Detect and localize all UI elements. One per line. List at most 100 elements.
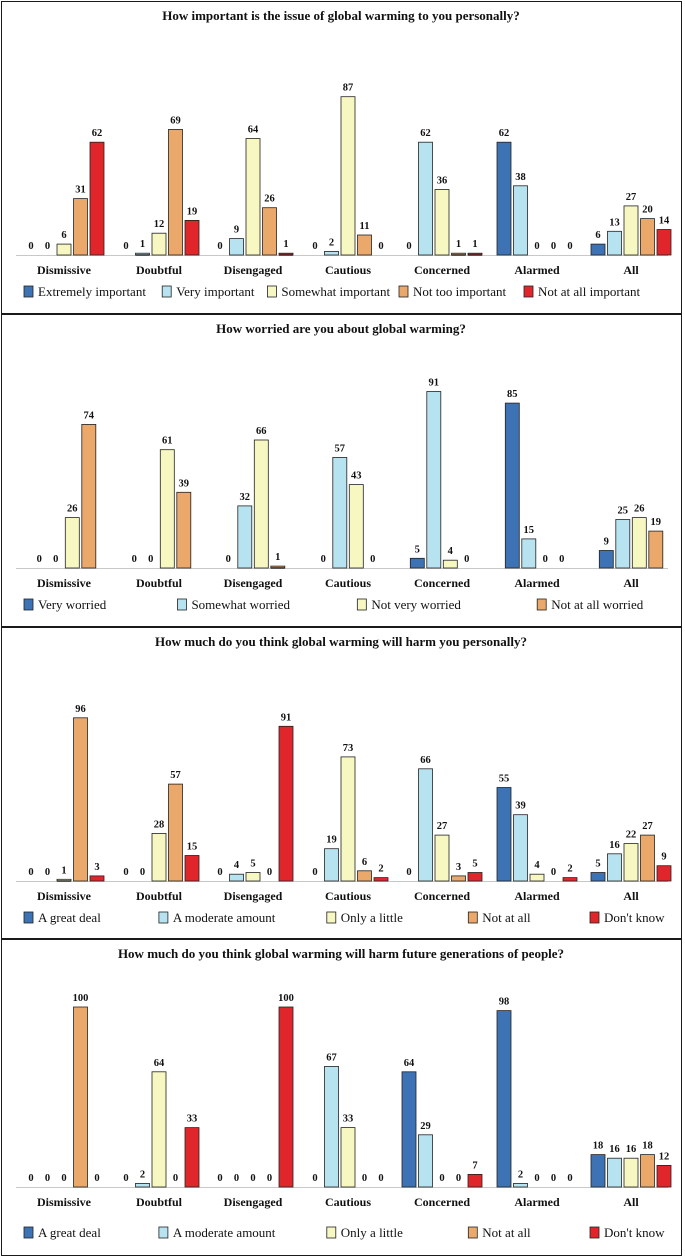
category-label-doubtful: Doubtful (136, 576, 183, 590)
data-label: 64 (248, 125, 259, 136)
category-label-all: All (623, 889, 639, 903)
bar-alarmed-somewhat-worried (521, 538, 537, 569)
legend-swatch-not-at-all-important (523, 285, 534, 298)
data-label: 57 (335, 443, 346, 454)
category-label-doubtful: Doubtful (136, 1195, 183, 1209)
data-label: 15 (524, 525, 535, 536)
category-label-alarmed: Alarmed (514, 576, 560, 590)
data-label: 0 (378, 1173, 383, 1184)
data-label: 13 (609, 217, 620, 228)
bar-doubtful-somewhat-important (151, 232, 167, 256)
bar-dismissive-not-very-worried (64, 517, 80, 569)
bar-alarmed-extremely-important (496, 141, 512, 256)
legend-swatch-a-great-deal (23, 911, 34, 924)
chart-panel-harm-future-generations: How much do you think global warming wil… (1, 939, 682, 1256)
legend-label-not-at-all: Not at all (482, 1225, 531, 1240)
bar-alarmed-very-worried (504, 402, 520, 569)
bar-concerned-only-a-little (434, 834, 450, 882)
legend-swatch-only-a-little (326, 1226, 337, 1239)
legend: Extremely important Very important Somewha… (23, 284, 641, 299)
bar-all-don-t-know (656, 865, 672, 882)
data-label: 0 (456, 1173, 461, 1184)
bar-concerned-somewhat-important (434, 189, 450, 256)
bar-all-not-at-all (640, 834, 655, 882)
data-label: 0 (464, 554, 469, 565)
bar-dismissive-not-at-all-worried (81, 424, 97, 569)
data-label: 91 (429, 378, 440, 389)
data-label: 67 (326, 1052, 337, 1063)
legend-swatch-a-great-deal (23, 1226, 34, 1239)
data-label: 0 (567, 1173, 572, 1184)
bar-alarmed-only-a-little (529, 873, 545, 882)
data-label: 0 (378, 241, 383, 252)
bar-dismissive-not-at-all (73, 1006, 88, 1188)
bar-doubtful-not-at-all (168, 783, 183, 882)
chart-panel-harm-personally: How much do you think global warming wil… (1, 627, 682, 939)
data-label: 0 (132, 554, 137, 565)
data-label: 91 (281, 712, 292, 723)
data-label: 20 (642, 205, 653, 216)
legend-label-don-t-know: Don't know (604, 910, 665, 925)
legend-label-somewhat-important: Somewhat important (281, 284, 390, 299)
bar-dismissive-somewhat-important (56, 243, 72, 256)
category-label-cautious: Cautious (325, 889, 371, 903)
data-label: 0 (28, 867, 33, 878)
data-label: 0 (250, 1173, 255, 1184)
legend-label-not-at-all-important: Not at all important (538, 284, 641, 299)
data-label: 62 (499, 128, 510, 139)
data-label: 27 (626, 192, 637, 203)
category-label-all: All (623, 1195, 639, 1209)
legend-swatch-don-t-know (589, 1226, 600, 1239)
category-label-disengaged: Disengaged (224, 263, 283, 277)
data-label: 0 (217, 867, 222, 878)
legend-label-a-great-deal: A great deal (38, 1225, 101, 1240)
bar-concerned-somewhat-worried (426, 391, 442, 569)
bar-cautious-a-moderate-amount (324, 1066, 339, 1188)
data-label: 14 (659, 216, 670, 227)
data-label: 9 (604, 537, 609, 548)
data-label: 32 (240, 492, 251, 503)
chart-panel-worry: How worried are you about global warming… (1, 314, 682, 627)
bar-doubtful-not-at-all-worried (176, 491, 192, 569)
bar-cautious-only-a-little (340, 756, 356, 882)
bar-doubtful-don-t-know (184, 1127, 200, 1188)
bar-concerned-very-worried (409, 557, 425, 569)
bar-cautious-not-very-worried (348, 484, 364, 569)
bar-concerned-don-t-know (467, 872, 483, 882)
legend-label-not-too-important: Not too important (413, 284, 507, 299)
bar-cautious-only-a-little (340, 1127, 356, 1188)
data-label: 15 (187, 842, 198, 853)
data-label: 5 (415, 544, 420, 555)
data-label: 3 (456, 862, 461, 873)
bar-disengaged-somewhat-worried (237, 505, 253, 569)
data-label: 0 (312, 867, 317, 878)
data-label: 0 (45, 1173, 50, 1184)
data-label: 69 (170, 115, 181, 126)
bar-concerned-not-very-worried (442, 559, 458, 569)
data-label: 62 (420, 128, 431, 139)
bar-disengaged-very-important (229, 238, 244, 256)
category-label-dismissive: Dismissive (37, 263, 92, 277)
bar-doubtful-a-moderate-amount (135, 1182, 150, 1188)
bar-doubtful-don-t-know (184, 855, 200, 882)
legend-swatch-very-worried (23, 598, 34, 611)
chart-svg: How important is the issue of global war… (16, 8, 672, 299)
legend-swatch-only-a-little (326, 911, 337, 924)
data-label: 0 (45, 241, 50, 252)
legend-label-not-at-all-worried: Not at all worried (551, 597, 644, 612)
bar-all-not-at-all-important (656, 229, 672, 256)
data-label: 39 (179, 478, 190, 489)
bar-disengaged-not-very-worried (253, 439, 269, 569)
bar-doubtful-not-too-important (168, 129, 183, 256)
data-label: 61 (162, 436, 173, 447)
bar-concerned-a-moderate-amount (418, 768, 433, 882)
bar-alarmed-a-moderate-amount (513, 1182, 528, 1188)
data-label: 26 (264, 194, 275, 205)
bar-concerned-don-t-know (467, 1173, 483, 1188)
data-label: 0 (543, 554, 548, 565)
legend-label-very-worried: Very worried (38, 597, 107, 612)
data-label: 0 (45, 867, 50, 878)
data-label: 0 (534, 1173, 539, 1184)
legend-swatch-a-moderate-amount (158, 911, 169, 924)
legend-label-not-very-worried: Not very worried (371, 597, 461, 612)
